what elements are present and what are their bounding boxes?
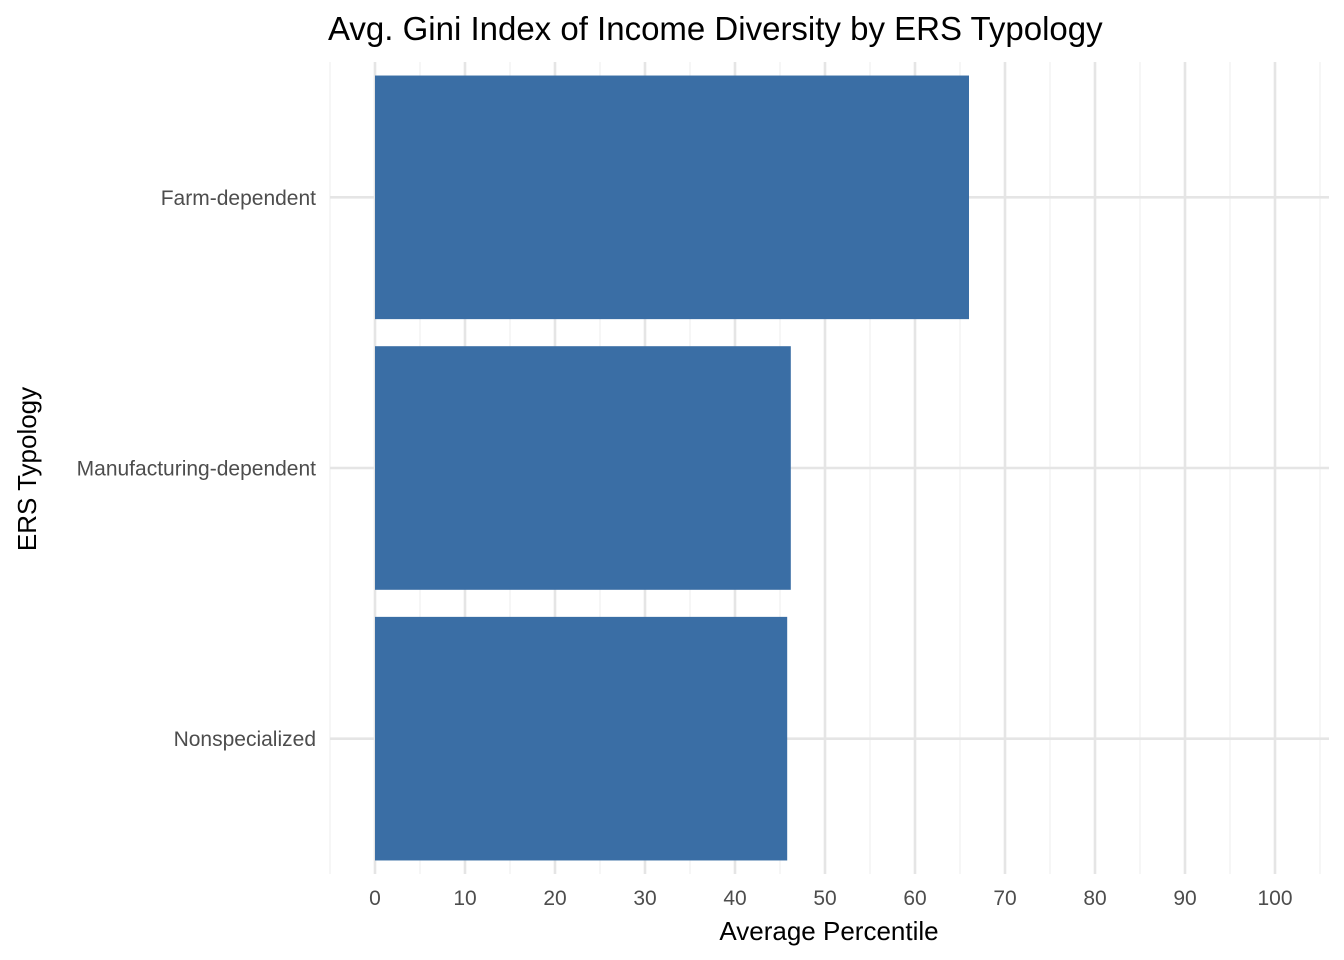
x-tick-label: 80 — [1083, 887, 1106, 910]
bar-farm-dependent — [375, 75, 969, 320]
x-tick-label: 0 — [369, 887, 381, 910]
x-tick-label: 90 — [1173, 887, 1196, 910]
x-axis: 0 10 20 30 40 50 60 70 80 90 100 — [369, 887, 1292, 910]
x-tick-label: 60 — [903, 887, 926, 910]
x-tick-label: 70 — [993, 887, 1016, 910]
bar-manufacturing-dependent — [375, 346, 791, 590]
bars-layer — [375, 75, 969, 861]
y-axis: Farm-dependent Manufacturing-dependent Non… — [77, 187, 317, 751]
x-tick-label: 10 — [453, 887, 476, 910]
x-tick-label: 30 — [633, 887, 656, 910]
x-tick-label: 40 — [723, 887, 746, 910]
x-axis-title: Average Percentile — [719, 916, 938, 946]
chart-title: Avg. Gini Index of Income Diversity by E… — [328, 10, 1103, 47]
y-tick-label: Nonspecialized — [174, 728, 316, 751]
bar-nonspecialized — [375, 616, 788, 861]
x-tick-label: 100 — [1257, 887, 1292, 910]
y-tick-label: Manufacturing-dependent — [77, 458, 317, 481]
y-axis-title: ERS Typology — [12, 387, 42, 551]
x-tick-label: 20 — [543, 887, 566, 910]
y-tick-label: Farm-dependent — [161, 187, 316, 210]
x-tick-label: 50 — [813, 887, 836, 910]
